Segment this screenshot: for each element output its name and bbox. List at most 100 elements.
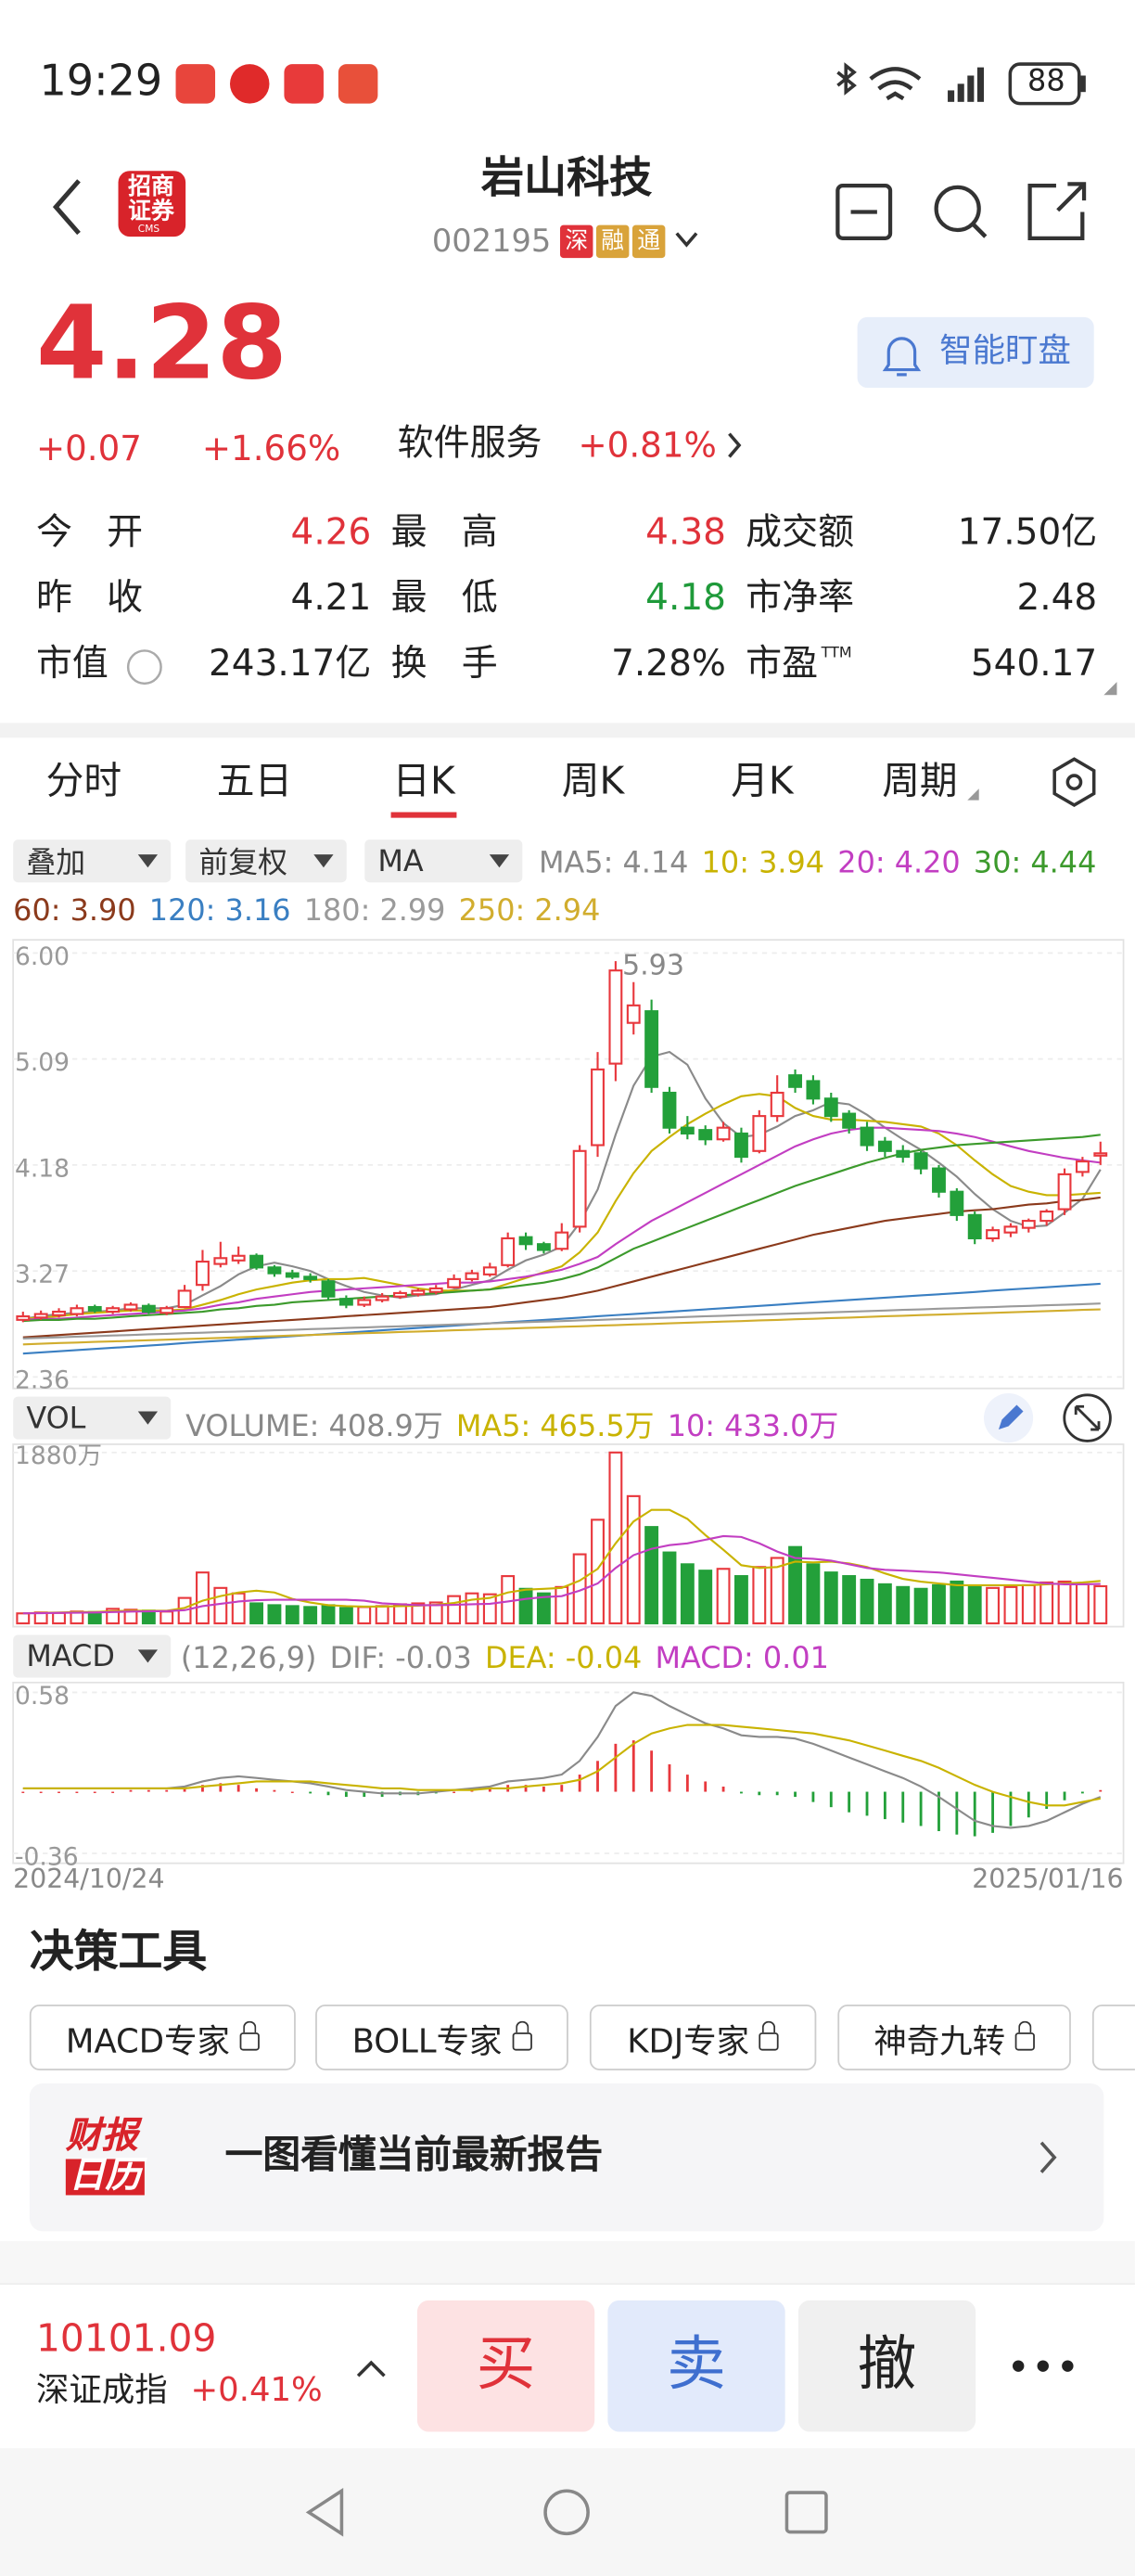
candle-body bbox=[177, 1289, 192, 1309]
signal-icon bbox=[948, 67, 985, 102]
index-pct: +0.41% bbox=[190, 2369, 323, 2409]
volume-bar bbox=[196, 1571, 210, 1625]
stat-value: 7.28% bbox=[611, 644, 726, 686]
tool-chip-cut[interactable] bbox=[1091, 2004, 1135, 2070]
candle-body bbox=[375, 1295, 389, 1301]
candle-body bbox=[501, 1237, 516, 1266]
macd-selector[interactable]: MACD bbox=[13, 1634, 172, 1678]
volume-bar bbox=[213, 1586, 228, 1625]
dropdown[interactable]: MA bbox=[364, 839, 523, 883]
tool-chip[interactable]: MACD专家 bbox=[29, 2004, 296, 2070]
share-button[interactable] bbox=[1027, 182, 1087, 240]
macd-line bbox=[22, 1691, 1102, 1829]
tool-chip[interactable]: BOLL专家 bbox=[315, 2004, 568, 2070]
tool-chip[interactable]: KDJ专家 bbox=[589, 2004, 817, 2070]
candle-body bbox=[770, 1091, 784, 1118]
cancel-button[interactable]: 撤 bbox=[857, 2331, 917, 2400]
volume-bar bbox=[986, 1586, 1001, 1625]
cancel-button-bg[interactable] bbox=[797, 2300, 976, 2432]
app-icon bbox=[229, 64, 270, 104]
volume-bar bbox=[932, 1583, 946, 1625]
candle-body bbox=[141, 1304, 156, 1314]
volume-bar bbox=[608, 1451, 623, 1625]
candle-body bbox=[321, 1280, 336, 1298]
candle-body bbox=[196, 1260, 210, 1287]
candle-body bbox=[1075, 1160, 1090, 1173]
fullscreen-button[interactable] bbox=[1063, 1393, 1112, 1442]
badge: 深 bbox=[560, 224, 593, 259]
banner-text[interactable]: 一图看懂当前最新报告 bbox=[224, 2134, 604, 2177]
volume-bar bbox=[770, 1557, 784, 1625]
candle-body bbox=[213, 1257, 228, 1265]
lock-icon bbox=[239, 2019, 260, 2050]
peak-label: 5.93 bbox=[622, 949, 684, 981]
sector-name[interactable]: 软件服务 bbox=[397, 423, 542, 466]
tab[interactable]: 日K bbox=[392, 761, 455, 804]
y-tick-label: 1880万 bbox=[15, 1442, 102, 1470]
candle-body bbox=[1003, 1225, 1018, 1234]
legend-entry: 10: 3.94 bbox=[701, 846, 825, 881]
candle-body bbox=[823, 1097, 838, 1118]
candle-body bbox=[70, 1307, 84, 1315]
candle-body bbox=[159, 1307, 174, 1314]
last-price: 4.28 bbox=[35, 282, 287, 403]
volume-bar bbox=[536, 1592, 551, 1625]
volume-bar bbox=[644, 1526, 659, 1625]
y-tick-label: 0.58 bbox=[15, 1682, 70, 1711]
volume-bar bbox=[285, 1605, 300, 1625]
tab[interactable]: 五日 bbox=[216, 761, 293, 804]
stat-value: 4.38 bbox=[645, 512, 726, 554]
badges: 深融通 bbox=[560, 224, 666, 259]
volume-bar bbox=[1021, 1583, 1036, 1625]
tab[interactable]: 月K bbox=[731, 761, 794, 804]
watch-button[interactable]: 智能盯盘 bbox=[939, 330, 1071, 370]
back-button[interactable] bbox=[52, 179, 81, 236]
chart-settings[interactable] bbox=[1052, 757, 1096, 807]
tab[interactable]: 周K bbox=[561, 761, 625, 804]
stat-label: 今 开 bbox=[35, 512, 144, 554]
nav-back[interactable] bbox=[305, 2488, 344, 2537]
nav-home[interactable] bbox=[543, 2489, 590, 2536]
report-banner[interactable] bbox=[29, 2083, 1104, 2232]
sector-change: +0.81% bbox=[578, 425, 717, 466]
nav-recent[interactable] bbox=[784, 2491, 828, 2534]
volume-bar bbox=[159, 1610, 174, 1625]
search-button[interactable] bbox=[934, 185, 981, 233]
buy-button-bg[interactable] bbox=[416, 2300, 595, 2432]
candle-body bbox=[932, 1167, 946, 1193]
volume-bar bbox=[734, 1575, 748, 1625]
tool-chip-label: KDJ专家 bbox=[627, 2019, 750, 2060]
info-icon[interactable] bbox=[126, 649, 162, 686]
macd-panel bbox=[12, 1681, 1125, 1865]
end-date: 2025/01/16 bbox=[972, 1863, 1124, 1895]
more-button[interactable] bbox=[1013, 2360, 1074, 2372]
dropdown[interactable]: 叠加 bbox=[13, 839, 172, 883]
code-dropdown[interactable] bbox=[675, 232, 698, 248]
ma-line bbox=[22, 1308, 1101, 1346]
candle-body bbox=[411, 1289, 426, 1296]
ma-line bbox=[22, 1282, 1101, 1355]
volume-selector[interactable]: VOL bbox=[13, 1396, 172, 1440]
banner-logo: 财报 bbox=[65, 2116, 138, 2158]
sell-button[interactable]: 卖 bbox=[667, 2331, 726, 2400]
candle-body bbox=[626, 1004, 641, 1024]
sell-button-bg[interactable] bbox=[607, 2300, 785, 2432]
logo-sub: CMS bbox=[137, 223, 160, 236]
stat-label-sup: TTM bbox=[821, 646, 852, 662]
index-expand[interactable] bbox=[356, 2360, 386, 2377]
minimize-button[interactable] bbox=[835, 184, 893, 240]
candle-body bbox=[896, 1149, 911, 1159]
legend-entry: MACD: 0.01 bbox=[655, 1641, 829, 1676]
tab[interactable]: 分时 bbox=[45, 761, 122, 804]
dropdown[interactable]: 前复权 bbox=[185, 839, 347, 883]
volume-bar bbox=[465, 1592, 479, 1625]
tab[interactable]: 周期 bbox=[882, 761, 958, 804]
tool-chip[interactable]: 神奇九转 bbox=[837, 2004, 1071, 2070]
candle-body bbox=[518, 1236, 533, 1246]
candle-body bbox=[986, 1229, 1001, 1240]
legend-entry: 180: 2.99 bbox=[303, 893, 446, 929]
stat-value: 243.17亿 bbox=[208, 644, 372, 686]
buy-button[interactable]: 买 bbox=[476, 2331, 536, 2400]
sector-arrow[interactable] bbox=[728, 432, 742, 458]
